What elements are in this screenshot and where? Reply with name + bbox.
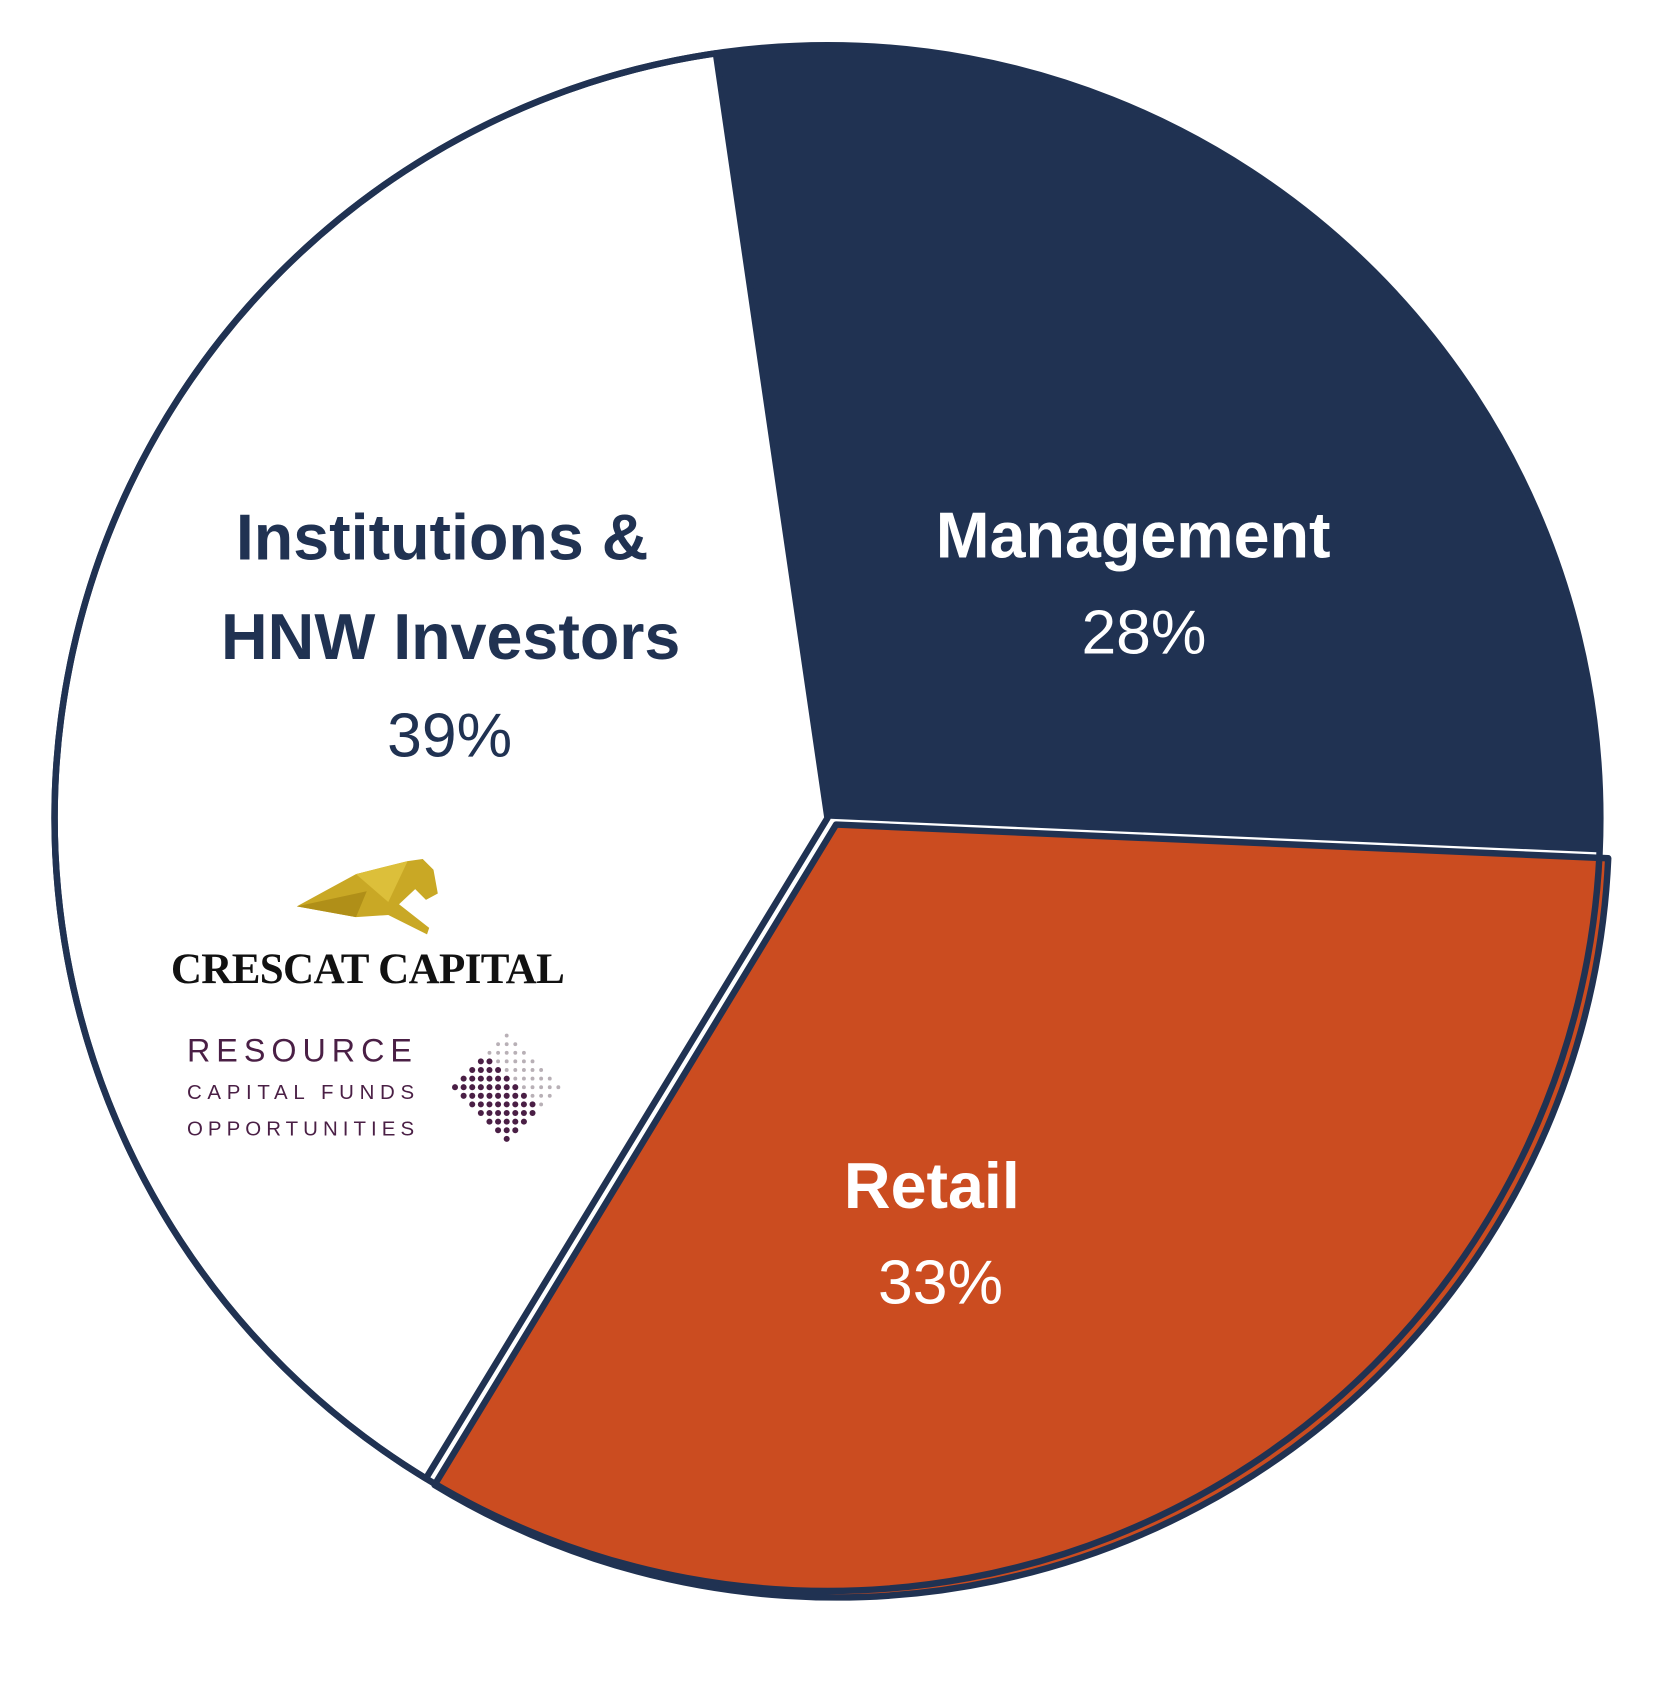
leaping-cat-icon [296, 858, 438, 935]
pie-slice-retail [431, 821, 1612, 1601]
pie-slice-management [715, 44, 1601, 853]
label-institutions-line2: HNW Investors [221, 601, 680, 673]
slice-label-retail: Retail 33% [844, 1150, 1020, 1318]
value-label-institutions: 39% [387, 701, 512, 771]
pie-outline [51, 41, 1604, 1595]
crescat-wordmark: CRESCAT CAPITAL [171, 946, 563, 993]
resource-line2: CAPITAL FUNDS [187, 1081, 417, 1104]
pie-slices [51, 41, 1612, 1601]
crescat-capital-logo: CRESCAT CAPITAL [171, 858, 565, 993]
label-institutions-line1: Institutions & [236, 502, 649, 574]
value-label-management: 28% [1081, 597, 1206, 667]
resource-wordmark: RESOURCE [187, 1032, 418, 1068]
label-retail: Retail [844, 1150, 1020, 1222]
label-management: Management [936, 500, 1331, 572]
diamond-dot-grid-icon [452, 1033, 561, 1142]
value-label-retail: 33% [878, 1248, 1003, 1318]
slice-label-management: Management 28% [936, 500, 1331, 668]
slice-label-institutions: Institutions & HNW Investors 39% [221, 502, 680, 771]
